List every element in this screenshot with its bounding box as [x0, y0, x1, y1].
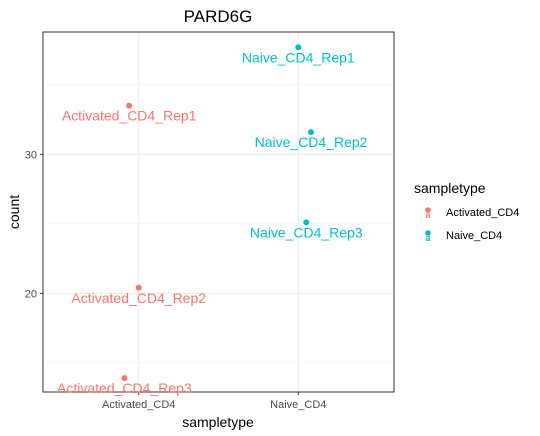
- x-axis: Activated_CD4 Naive_CD4: [102, 392, 326, 411]
- plot-border: [42, 31, 395, 393]
- data-point: [135, 284, 142, 291]
- y-tick-label: 30: [25, 149, 37, 161]
- plot-panel: [43, 32, 394, 392]
- data-points: [121, 44, 315, 382]
- y-axis-title: count: [6, 195, 22, 229]
- legend-entry-label: Activated_CD4: [446, 207, 519, 219]
- point-label: Naive_CD4_Rep3: [250, 224, 363, 240]
- legend-entry-label: Naive_CD4: [446, 230, 502, 242]
- legend-title: sampletype: [414, 180, 486, 196]
- point-label: Naive_CD4_Rep1: [242, 49, 355, 65]
- point-label: Activated_CD4_Rep3: [57, 380, 192, 396]
- data-point: [303, 219, 310, 226]
- data-point: [295, 44, 302, 51]
- grid-lines: [43, 32, 394, 392]
- legend-key-point: [425, 207, 431, 213]
- legend-key-letter: a: [425, 233, 431, 243]
- x-tick-label: Activated_CD4: [102, 399, 175, 411]
- data-point: [126, 102, 133, 109]
- legend-key-point: [425, 230, 431, 236]
- x-axis-title: sampletype: [182, 414, 254, 430]
- point-label: Activated_CD4_Rep1: [62, 108, 197, 124]
- legend-key-letter: a: [425, 210, 431, 220]
- data-point: [308, 129, 315, 136]
- chart-title: PARD6G: [184, 7, 253, 26]
- point-label: Activated_CD4_Rep2: [71, 290, 206, 306]
- x-tick-label: Naive_CD4: [270, 399, 326, 411]
- data-point: [121, 375, 128, 382]
- point-label: Naive_CD4_Rep2: [255, 134, 368, 150]
- y-tick-label: 20: [25, 288, 37, 300]
- point-labels: Activated_CD4_Rep1 Activated_CD4_Rep2 Acti…: [57, 49, 368, 396]
